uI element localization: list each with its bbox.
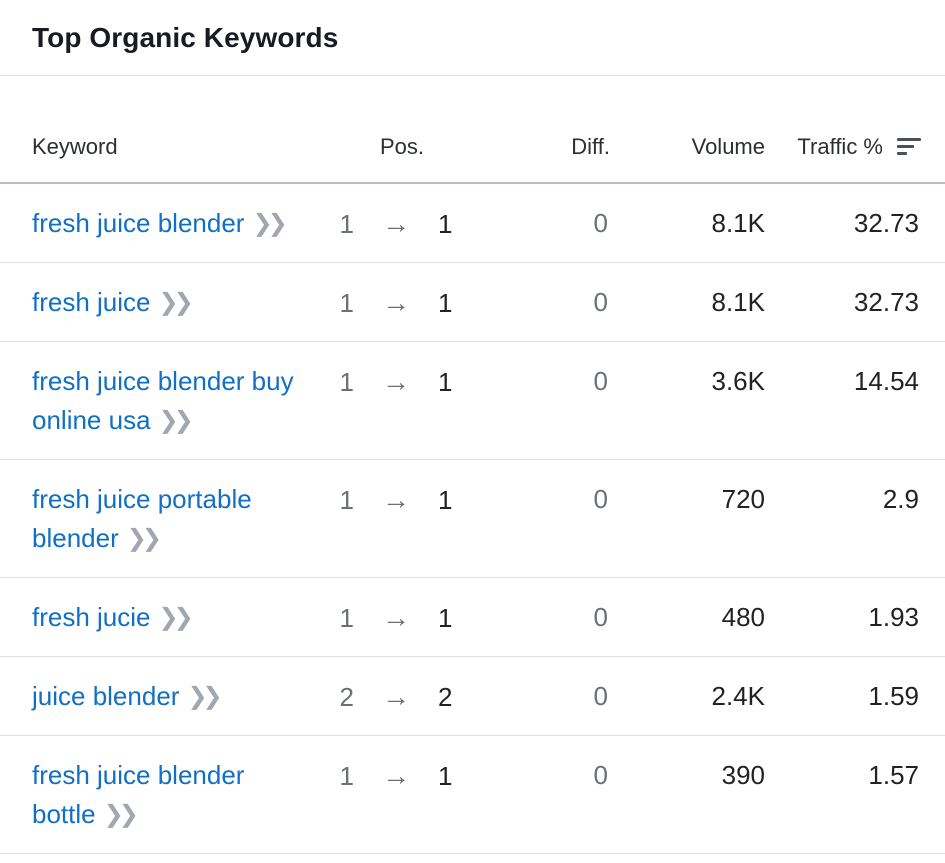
keyword-cell: fresh juice blender ❯❯ — [0, 183, 320, 263]
table-row: fresh juice blender ❯❯ 1 → 1 0 8.1K 32.73 — [0, 183, 945, 263]
arrow-right-icon: → — [382, 484, 410, 515]
current-position: 2 — [438, 682, 453, 712]
column-header-traffic[interactable]: Traffic % — [765, 112, 945, 184]
difficulty-cell: 0 — [480, 735, 630, 854]
current-position: 1 — [438, 603, 453, 633]
current-position: 1 — [438, 761, 453, 791]
arrow-right-icon: → — [382, 681, 410, 712]
traffic-cell: 2.9 — [765, 459, 945, 578]
position-cell: 1 → 1 — [320, 183, 480, 263]
keyword-link[interactable]: fresh juice portable blender — [32, 484, 252, 553]
volume-cell: 720 — [630, 459, 765, 578]
widget-header: Top Organic Keywords — [0, 0, 945, 76]
keyword-cell: fresh juice ❯❯ — [0, 262, 320, 342]
volume-cell: 390 — [630, 735, 765, 854]
column-header-keyword: Keyword — [0, 112, 320, 184]
difficulty-cell: 0 — [480, 656, 630, 736]
keyword-cell: fresh juice blender buy online usa ❯❯ — [0, 341, 320, 460]
column-header-position: Pos. — [320, 112, 480, 184]
traffic-cell: 1.93 — [765, 577, 945, 657]
volume-cell: 480 — [630, 577, 765, 657]
traffic-cell: 32.73 — [765, 183, 945, 263]
column-header-difficulty: Diff. — [480, 112, 630, 184]
table-row: juice blender ❯❯ 2 → 2 0 2.4K 1.59 — [0, 656, 945, 736]
arrow-right-icon: → — [382, 366, 410, 397]
table-body: fresh juice blender ❯❯ 1 → 1 0 8.1K 32.73 f… — [0, 183, 945, 854]
arrow-right-icon: → — [382, 208, 410, 239]
previous-position: 1 — [339, 603, 354, 633]
keywords-table: Keyword Pos. Diff. Volume Traffic % fres… — [0, 112, 945, 854]
difficulty-cell: 0 — [480, 341, 630, 460]
position-cell: 1 → 1 — [320, 262, 480, 342]
double-chevron-right-icon[interactable]: ❯❯ — [187, 683, 222, 710]
double-chevron-right-icon[interactable]: ❯❯ — [103, 801, 139, 828]
previous-position: 1 — [339, 761, 354, 791]
keyword-cell: fresh juice portable blender ❯❯ — [0, 459, 320, 578]
table-row: fresh juice ❯❯ 1 → 1 0 8.1K 32.73 — [0, 262, 945, 342]
keyword-link[interactable]: fresh jucie — [32, 602, 151, 632]
column-header-traffic-label: Traffic % — [797, 134, 883, 159]
traffic-cell: 1.57 — [765, 735, 945, 854]
position-cell: 1 → 1 — [320, 735, 480, 854]
keyword-cell: fresh juice blender bottle ❯❯ — [0, 735, 320, 854]
double-chevron-right-icon[interactable]: ❯❯ — [126, 525, 162, 552]
current-position: 1 — [438, 209, 453, 239]
table-row: fresh juice blender buy online usa ❯❯ 1 → 1… — [0, 341, 945, 460]
previous-position: 1 — [339, 209, 354, 239]
double-chevron-right-icon[interactable]: ❯❯ — [158, 407, 194, 434]
position-cell: 1 → 1 — [320, 577, 480, 657]
current-position: 1 — [438, 288, 453, 318]
previous-position: 1 — [339, 288, 354, 318]
sort-descending-icon[interactable] — [897, 136, 921, 156]
position-cell: 1 → 1 — [320, 459, 480, 578]
current-position: 1 — [438, 367, 453, 397]
current-position: 1 — [438, 485, 453, 515]
arrow-right-icon: → — [382, 287, 410, 318]
table-row: fresh jucie ❯❯ 1 → 1 0 480 1.93 — [0, 577, 945, 657]
keyword-cell: fresh jucie ❯❯ — [0, 577, 320, 657]
keyword-cell: juice blender ❯❯ — [0, 656, 320, 736]
double-chevron-right-icon[interactable]: ❯❯ — [252, 210, 287, 237]
traffic-cell: 1.59 — [765, 656, 945, 736]
keyword-link[interactable]: fresh juice blender bottle — [32, 760, 245, 829]
keyword-link[interactable]: juice blender — [32, 681, 180, 711]
difficulty-cell: 0 — [480, 577, 630, 657]
previous-position: 2 — [339, 682, 354, 712]
column-header-volume: Volume — [630, 112, 765, 184]
arrow-right-icon: → — [382, 602, 410, 633]
volume-cell: 3.6K — [630, 341, 765, 460]
double-chevron-right-icon[interactable]: ❯❯ — [158, 604, 194, 631]
keyword-link[interactable]: fresh juice — [32, 287, 151, 317]
keyword-link[interactable]: fresh juice blender — [32, 208, 245, 238]
volume-cell: 2.4K — [630, 656, 765, 736]
position-cell: 2 → 2 — [320, 656, 480, 736]
traffic-cell: 32.73 — [765, 262, 945, 342]
difficulty-cell: 0 — [480, 459, 630, 578]
double-chevron-right-icon[interactable]: ❯❯ — [158, 289, 194, 316]
volume-cell: 8.1K — [630, 262, 765, 342]
table-row: fresh juice portable blender ❯❯ 1 → 1 0 720… — [0, 459, 945, 578]
traffic-cell: 14.54 — [765, 341, 945, 460]
table-row: fresh juice blender bottle ❯❯ 1 → 1 0 390 1… — [0, 735, 945, 854]
arrow-right-icon: → — [382, 760, 410, 791]
difficulty-cell: 0 — [480, 183, 630, 263]
position-cell: 1 → 1 — [320, 341, 480, 460]
keyword-link[interactable]: fresh juice blender buy online usa — [32, 366, 294, 435]
volume-cell: 8.1K — [630, 183, 765, 263]
previous-position: 1 — [339, 367, 354, 397]
header-row: Keyword Pos. Diff. Volume Traffic % — [0, 112, 945, 184]
table-header: Keyword Pos. Diff. Volume Traffic % — [0, 112, 945, 184]
previous-position: 1 — [339, 485, 354, 515]
widget-title: Top Organic Keywords — [32, 22, 339, 53]
difficulty-cell: 0 — [480, 262, 630, 342]
